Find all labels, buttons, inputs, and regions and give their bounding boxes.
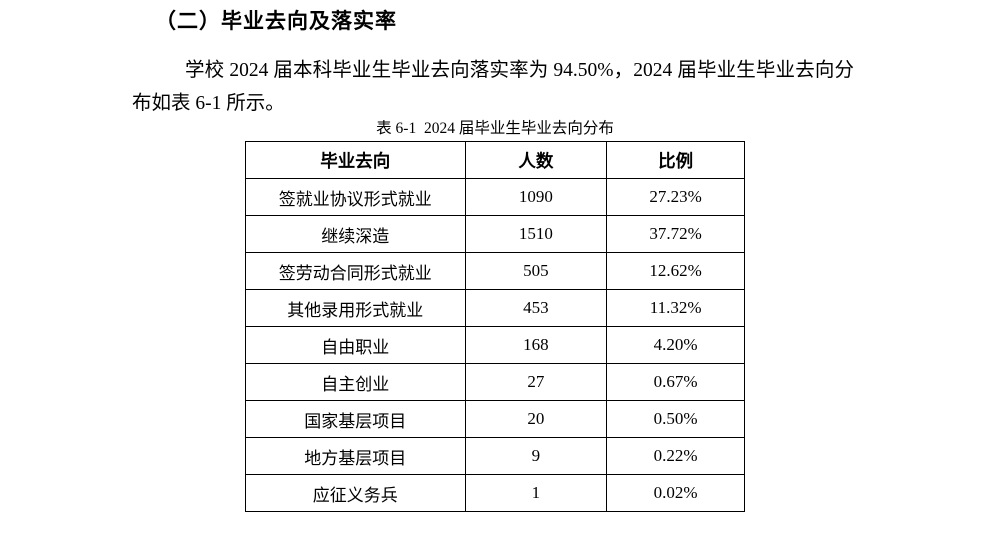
table-body: 签就业协议形式就业 1090 27.23% 继续深造 1510 37.72% 签劳动合同形式… [245,178,745,512]
section-heading: （二）毕业去向及落实率 [155,10,397,33]
cell-count: 9 [464,437,608,475]
cell-count: 1510 [464,215,608,253]
header-cell-2: 比例 [606,141,745,179]
cell-count: 1090 [464,178,608,216]
cell-ratio: 4.20% [606,326,745,364]
table-caption: 表 6-1 2024 届毕业生毕业去向分布 [376,120,614,137]
cell-ratio: 12.62% [606,252,745,290]
cell-ratio: 11.32% [606,289,745,327]
cell-ratio: 0.02% [606,474,745,512]
cell-destination: 自主创业 [245,363,466,401]
cell-ratio: 0.22% [606,437,745,475]
cell-count: 1 [464,474,608,512]
table-row: 继续深造 1510 37.72% [245,215,745,253]
cell-destination: 地方基层项目 [245,437,466,475]
cell-destination: 签就业协议形式就业 [245,178,466,216]
cell-ratio: 0.67% [606,363,745,401]
graduation-outcomes-table: 毕业去向 人数 比例 签就业协议形式就业 1090 27.23% 继续深造 1510 37.7… [245,141,745,512]
table-header-row: 毕业去向 人数 比例 [245,141,745,179]
cell-ratio: 37.72% [606,215,745,253]
body-paragraph: 学校 2024 届本科毕业生毕业去向落实率为 94.50%，2024 届毕业生毕… [132,60,854,114]
cell-destination: 继续深造 [245,215,466,253]
cell-destination: 其他录用形式就业 [245,289,466,327]
cell-ratio: 27.23% [606,178,745,216]
table-row: 国家基层项目 20 0.50% [245,400,745,438]
cell-count: 505 [464,252,608,290]
table-row: 签就业协议形式就业 1090 27.23% [245,178,745,216]
table-row: 自主创业 27 0.67% [245,363,745,401]
header-cell-1: 人数 [464,141,608,179]
cell-destination: 应征义务兵 [245,474,466,512]
cell-count: 20 [464,400,608,438]
header-cell-0: 毕业去向 [245,141,466,179]
cell-destination: 国家基层项目 [245,400,466,438]
cell-destination: 自由职业 [245,326,466,364]
table-row: 其他录用形式就业 453 11.32% [245,289,745,327]
table-row: 应征义务兵 1 0.02% [245,474,745,512]
table-row: 地方基层项目 9 0.22% [245,437,745,475]
table-row: 自由职业 168 4.20% [245,326,745,364]
cell-count: 27 [464,363,608,401]
table-row: 签劳动合同形式就业 505 12.62% [245,252,745,290]
cell-destination: 签劳动合同形式就业 [245,252,466,290]
cell-count: 168 [464,326,608,364]
cell-count: 453 [464,289,608,327]
cell-ratio: 0.50% [606,400,745,438]
